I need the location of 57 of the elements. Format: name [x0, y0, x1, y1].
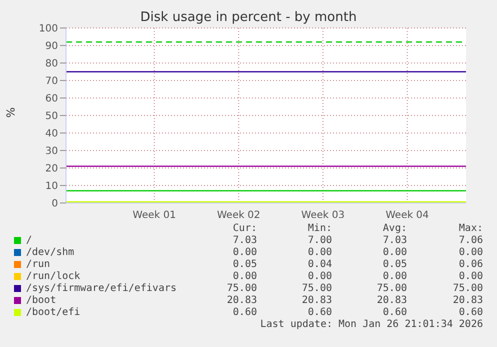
text: 0.06 — [458, 259, 483, 270]
legend-label: /run — [26, 259, 50, 270]
x-tick-label: Week 03 — [301, 210, 345, 222]
text: 0.04 — [308, 259, 332, 270]
text: 75.00 — [302, 283, 332, 294]
text: 0.60 — [232, 307, 257, 318]
text: Avg: — [382, 223, 407, 234]
text: 0.00 — [382, 247, 407, 258]
y-tick-label: 0 — [52, 198, 58, 210]
y-tick-label: 70 — [45, 76, 58, 88]
y-tick-label: 60 — [45, 94, 58, 105]
text: 0.00 — [308, 271, 332, 282]
text: 20.83 — [226, 295, 257, 306]
text: 75.00 — [376, 283, 407, 294]
text: 0.00 — [232, 271, 257, 282]
y-tick-label: 100 — [38, 24, 58, 35]
y-tick-label: 80 — [45, 58, 58, 70]
text: 7.00 — [308, 235, 332, 246]
legend-label: /boot — [26, 295, 56, 306]
text: Cur: — [232, 223, 257, 234]
y-tick-label: 50 — [45, 111, 58, 122]
text: 7.03 — [382, 235, 407, 246]
text: 0.60 — [308, 307, 332, 318]
y-tick-label: 40 — [45, 128, 58, 140]
text: 0.00 — [458, 271, 483, 282]
text: 0.00 — [458, 247, 483, 258]
x-tick-label: Week 04 — [386, 210, 429, 222]
y-tick-label: 90 — [45, 41, 58, 52]
legend-label: /sys/firmware/efi/efivars — [26, 283, 177, 294]
text: 75.00 — [226, 283, 257, 294]
text: 0.05 — [232, 259, 257, 270]
y-tick-label: 20 — [45, 164, 58, 175]
text: 0.05 — [382, 259, 407, 270]
text: 0.60 — [458, 307, 483, 318]
y-axis-title: % — [4, 107, 18, 118]
text: 0.60 — [382, 307, 407, 318]
x-tick-label: Week 01 — [132, 210, 176, 222]
text: 7.06 — [458, 235, 483, 246]
text: Max: — [458, 223, 483, 234]
text: Last update: Mon Jan 26 21:01:34 2026 — [260, 319, 483, 330]
chart-title: Disk usage in percent - by month — [139, 10, 358, 25]
text: 75.00 — [452, 283, 483, 294]
text: 20.83 — [302, 295, 332, 306]
y-tick-label: 30 — [45, 146, 58, 158]
text: 0.00 — [232, 247, 257, 258]
text: 0.00 — [382, 271, 407, 282]
text: 0.00 — [308, 247, 332, 258]
legend-label: /run/lock — [26, 271, 80, 282]
text: Min: — [308, 223, 332, 234]
text: 20.83 — [376, 295, 407, 306]
legend-label: /dev/shm — [26, 247, 74, 258]
text: 7.03 — [232, 235, 257, 246]
legend-label: / — [26, 235, 32, 246]
legend-label: /boot/efi — [26, 307, 80, 318]
y-tick-label: 10 — [45, 181, 58, 192]
x-tick-label: Week 02 — [216, 210, 260, 222]
text: 20.83 — [452, 295, 483, 306]
